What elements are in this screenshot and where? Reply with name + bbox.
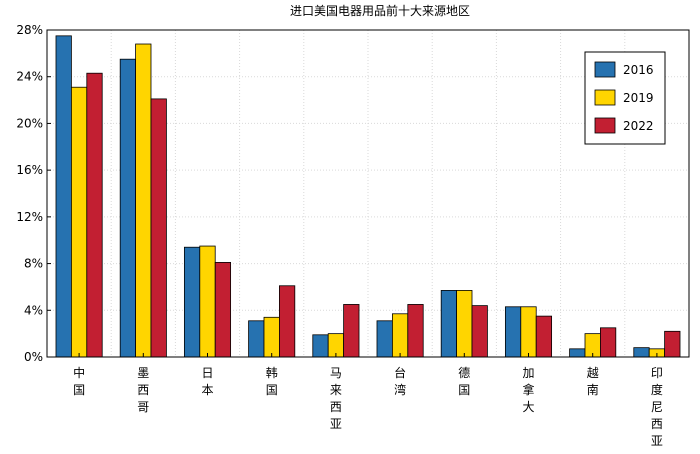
bar-2016-7 — [504, 306, 522, 358]
x-tick-label: 墨西哥 — [137, 366, 149, 414]
bar-2022-9 — [664, 330, 681, 358]
y-tick-label: 0% — [24, 350, 43, 364]
bar-2019-2 — [199, 245, 216, 358]
bar-2022-8 — [600, 327, 617, 358]
bar-2019-5 — [391, 313, 409, 358]
y-tick-label: 20% — [16, 116, 43, 130]
legend-swatch-2022 — [594, 117, 616, 134]
bar-2022-0 — [86, 72, 103, 358]
bar-2016-4 — [312, 334, 329, 358]
x-tick-label: 韩国 — [266, 365, 278, 397]
bar-2022-4 — [343, 304, 360, 358]
grid — [47, 30, 689, 357]
plot-frame — [46, 29, 690, 358]
chart-title: 进口美国电器用品前十大来源地区 — [290, 3, 470, 18]
legend-label: 2022 — [623, 119, 654, 133]
legend-swatch-2016 — [594, 61, 616, 78]
x-axis: 中国 墨西哥 日本 韩国 马来西亚 台湾 德国 加拿大 越南 印度尼西亚 — [73, 353, 663, 448]
bar-2016-5 — [376, 320, 393, 358]
bar-2022-1 — [150, 98, 167, 358]
bar-2019-7 — [520, 306, 537, 358]
legend-swatch-2019 — [594, 89, 616, 106]
x-tick-label: 日本 — [201, 366, 213, 397]
bar-2019-1 — [135, 43, 152, 358]
y-tick-label: 24% — [16, 70, 43, 84]
bar-2016-8 — [569, 348, 586, 358]
bar-2019-6 — [456, 290, 473, 358]
bar-2022-6 — [471, 305, 488, 358]
x-tick-label: 越南 — [587, 366, 599, 397]
y-tick-label: 12% — [16, 210, 43, 224]
legend-label: 2016 — [623, 63, 654, 77]
bar-2019-0 — [70, 86, 88, 358]
x-tick-label: 德国 — [458, 365, 470, 397]
bar-2019-3 — [263, 316, 280, 358]
x-tick-label: 中国 — [73, 365, 85, 397]
bar-2022-5 — [407, 304, 424, 358]
bar-2022-2 — [214, 262, 232, 358]
x-tick-label: 马来西亚 — [330, 366, 342, 431]
bar-2016-6 — [440, 290, 457, 358]
x-tick-label: 印度尼西亚 — [651, 366, 663, 448]
legend-label: 2019 — [623, 91, 654, 105]
bar-2022-7 — [535, 315, 553, 358]
y-tick-label: 8% — [24, 257, 43, 271]
legend: 2016 2019 2022 — [584, 51, 666, 145]
bar-2022-3 — [279, 285, 296, 358]
bar-2016-2 — [183, 246, 201, 358]
bar-2016-0 — [55, 35, 72, 358]
y-tick-label: 28% — [16, 23, 43, 37]
y-tick-label: 4% — [24, 303, 43, 317]
bar-2016-9 — [633, 347, 650, 358]
x-tick-label: 加拿大 — [522, 366, 534, 414]
bar-2016-1 — [119, 58, 136, 358]
y-tick-label: 16% — [16, 163, 43, 177]
bar-2016-3 — [248, 320, 265, 358]
x-tick-label: 台湾 — [394, 365, 406, 397]
y-axis: 0% 4% 8% 12% 16% 20% 24% 28% — [16, 23, 51, 364]
